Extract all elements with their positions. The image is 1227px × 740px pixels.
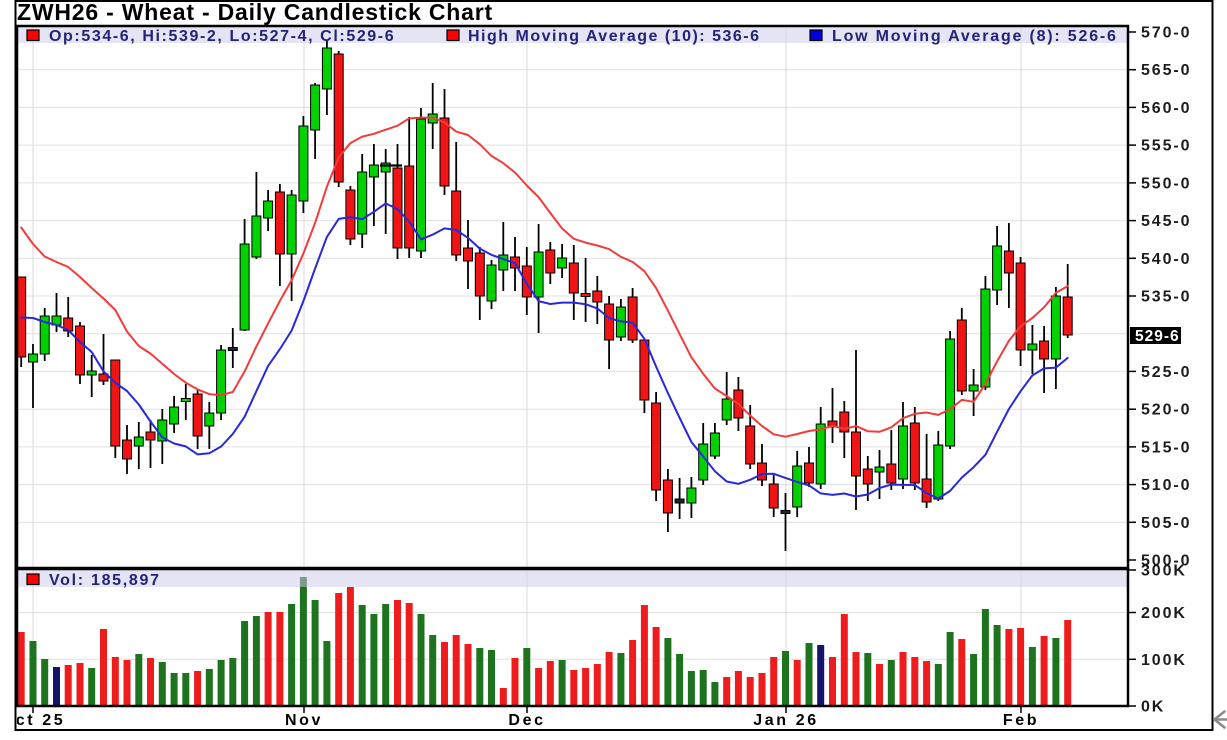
svg-text:529-6: 529-6: [1135, 328, 1180, 345]
svg-text:0K: 0K: [1141, 699, 1165, 716]
svg-text:570-0: 570-0: [1141, 25, 1191, 42]
svg-text:510-0: 510-0: [1141, 477, 1191, 494]
svg-text:High Moving Average (10): 536-: High Moving Average (10): 536-6: [468, 28, 760, 45]
svg-text:550-0: 550-0: [1141, 175, 1191, 192]
svg-text:545-0: 545-0: [1141, 213, 1191, 230]
svg-text:565-0: 565-0: [1141, 62, 1191, 79]
svg-text:Nov: Nov: [285, 712, 323, 729]
svg-text:Oct 25: Oct 25: [1, 712, 66, 729]
svg-text:200K: 200K: [1141, 605, 1187, 622]
svg-text:Low Moving Average (8): 526-6: Low Moving Average (8): 526-6: [832, 28, 1118, 45]
svg-text:Op:534-6, Hi:539-2, Lo:527-4,: Op:534-6, Hi:539-2, Lo:527-4, Cl:529-6: [49, 28, 395, 45]
svg-text:505-0: 505-0: [1141, 515, 1191, 532]
svg-text:ZWH26 - Wheat - Daily Candlest: ZWH26 - Wheat - Daily Candlestick Chart: [17, 0, 493, 25]
svg-text:515-0: 515-0: [1141, 439, 1191, 456]
svg-text:535-0: 535-0: [1141, 289, 1191, 306]
svg-text:Dec: Dec: [508, 712, 545, 729]
svg-text:555-0: 555-0: [1141, 138, 1191, 155]
svg-text:560-0: 560-0: [1141, 100, 1191, 117]
svg-text:300K: 300K: [1141, 563, 1187, 580]
svg-text:540-0: 540-0: [1141, 251, 1191, 268]
svg-text:520-0: 520-0: [1141, 402, 1191, 419]
svg-text:Jan 26: Jan 26: [753, 712, 818, 729]
svg-text:500-0: 500-0: [1141, 553, 1191, 570]
svg-text:100K: 100K: [1141, 652, 1187, 669]
svg-text:525-0: 525-0: [1141, 364, 1191, 381]
svg-text:Feb: Feb: [1003, 712, 1039, 729]
svg-text:Vol: 185,897: Vol: 185,897: [49, 572, 161, 589]
